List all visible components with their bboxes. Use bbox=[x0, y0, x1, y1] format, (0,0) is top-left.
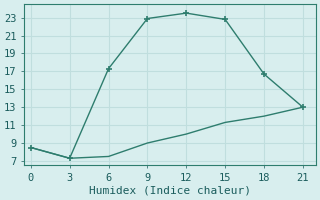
X-axis label: Humidex (Indice chaleur): Humidex (Indice chaleur) bbox=[89, 186, 251, 196]
